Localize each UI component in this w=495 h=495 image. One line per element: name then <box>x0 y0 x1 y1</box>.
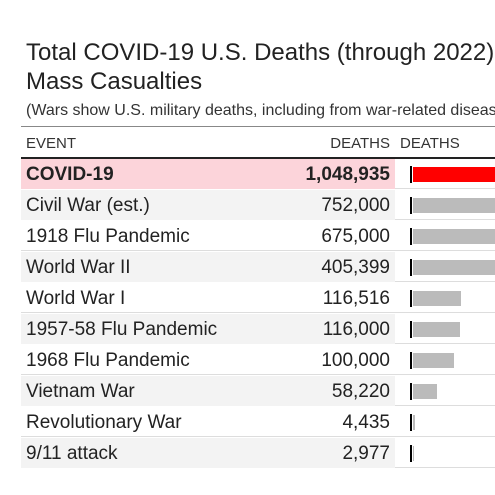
row-background <box>21 252 395 282</box>
event-label: Revolutionary War <box>26 412 182 433</box>
table-row: World War I 116,516 <box>21 283 495 313</box>
deaths-value: 2,977 <box>342 443 390 464</box>
event-label: 1918 Flu Pandemic <box>26 226 190 247</box>
chart-title: Total COVID-19 U.S. Deaths (through 2022… <box>26 38 495 96</box>
row-background <box>21 190 395 220</box>
table-top-rule <box>21 126 495 127</box>
casualty-table: EVENT DEATHS DEATHS COVID-19 1,048,935 Civ… <box>21 126 495 468</box>
deaths-value: 116,516 <box>322 288 390 309</box>
deaths-bar <box>413 446 415 461</box>
event-label: World War I <box>26 288 126 309</box>
table-row: 1918 Flu Pandemic 675,000 <box>21 221 495 251</box>
bar-baseline <box>410 259 412 276</box>
table-row: Vietnam War 58,220 <box>21 376 495 406</box>
table-row: Civil War (est.) 752,000 <box>21 190 495 220</box>
bar-baseline <box>410 414 412 431</box>
chart-title-line-1: Total COVID-19 U.S. Deaths (through 2022… <box>26 39 495 66</box>
deaths-bar <box>413 167 495 182</box>
column-header-event: EVENT <box>26 135 77 152</box>
chart-subtitle: (Wars show U.S. military deaths, includi… <box>26 102 495 119</box>
bar-baseline <box>410 290 412 307</box>
table-row: 1968 Flu Pandemic 100,000 <box>21 345 495 375</box>
deaths-bar <box>413 229 495 244</box>
row-background <box>21 159 395 189</box>
deaths-value: 752,000 <box>321 195 390 216</box>
event-label: 1957-58 Flu Pandemic <box>26 319 218 340</box>
event-label: 1968 Flu Pandemic <box>26 350 190 371</box>
event-label: 9/11 attack <box>26 443 118 464</box>
event-label: Civil War (est.) <box>26 195 150 216</box>
deaths-bar <box>413 291 461 306</box>
deaths-value: 675,000 <box>321 226 390 247</box>
chart-title-line-2: Mass Casualties <box>26 68 203 95</box>
event-label: Vietnam War <box>26 381 135 402</box>
deaths-value: 405,399 <box>321 257 390 278</box>
bar-baseline <box>410 445 412 462</box>
table-row: Revolutionary War 4,435 <box>21 407 495 437</box>
table-header-rule <box>21 157 495 159</box>
bar-baseline <box>410 166 412 183</box>
deaths-value: 4,435 <box>342 412 390 433</box>
column-header-deaths-bar: DEATHS <box>400 135 460 152</box>
bar-baseline <box>410 197 412 214</box>
table-row: World War II 405,399 <box>21 252 495 282</box>
event-label: World War II <box>26 257 131 278</box>
deaths-bar <box>413 384 437 399</box>
deaths-bar <box>413 415 415 430</box>
bar-baseline <box>410 352 412 369</box>
column-header-deaths: DEATHS <box>330 135 390 152</box>
bar-baseline <box>410 321 412 338</box>
deaths-bar <box>413 353 454 368</box>
event-label: COVID-19 <box>26 164 114 185</box>
row-background <box>21 438 395 468</box>
row-background <box>21 314 395 344</box>
deaths-value: 58,220 <box>331 381 390 402</box>
deaths-bar <box>413 260 495 275</box>
bar-baseline <box>410 228 412 245</box>
table-header-row: EVENT DEATHS DEATHS <box>21 127 495 157</box>
table-row: COVID-19 1,048,935 <box>21 159 495 189</box>
deaths-bar <box>413 322 461 337</box>
deaths-value: 100,000 <box>321 350 390 371</box>
deaths-value: 116,000 <box>322 319 390 340</box>
deaths-bar <box>413 198 495 213</box>
row-background <box>21 376 395 406</box>
bar-baseline <box>410 383 412 400</box>
table-row: 1957-58 Flu Pandemic 116,000 <box>21 314 495 344</box>
deaths-value: 1,048,935 <box>305 164 390 185</box>
table-row: 9/11 attack 2,977 <box>21 438 495 468</box>
